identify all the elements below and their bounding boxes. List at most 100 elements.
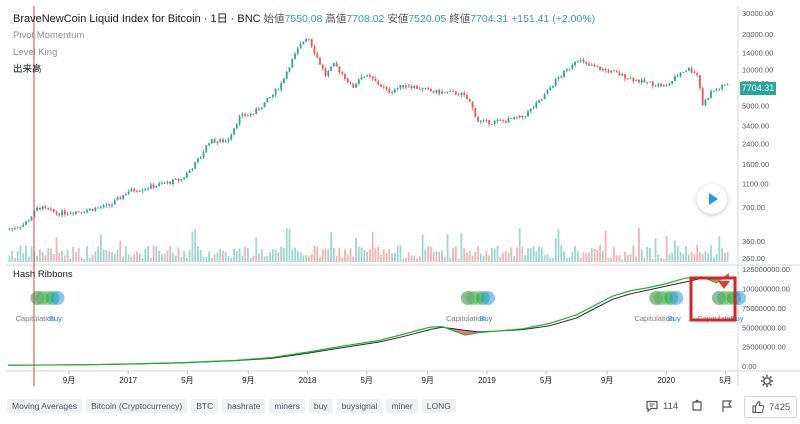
volume-bar	[532, 246, 535, 262]
volume-bar	[363, 250, 366, 262]
price-candle	[399, 84, 402, 89]
volume-bar	[113, 253, 116, 262]
tag-long[interactable]: LONG	[421, 399, 456, 413]
price-candle	[299, 43, 302, 49]
volume-bar	[563, 251, 565, 262]
comments-button[interactable]: 114	[645, 396, 678, 416]
tag-buysignal[interactable]: buysignal	[336, 399, 383, 413]
price-candle	[172, 179, 174, 184]
price-candle	[338, 66, 341, 73]
price-candle	[582, 60, 585, 62]
indicator-pivot-momentum[interactable]: Pivot Momentum	[13, 30, 85, 41]
price-tick-label: 30000.00	[742, 9, 773, 18]
volume-bar	[557, 229, 560, 262]
volume-bar	[479, 253, 482, 262]
volume-bar	[158, 250, 161, 262]
volume-bar	[504, 250, 507, 262]
volume-bar	[493, 248, 496, 262]
time-tick-label: 2019	[478, 376, 496, 385]
flag-icon	[722, 400, 733, 412]
indicator-volume[interactable]: 出来高	[13, 64, 42, 75]
like-button[interactable]: 7425	[744, 396, 798, 418]
chart-area[interactable]: 30000.0020000.0014000.0010000.007700.005…	[0, 0, 800, 390]
volume-bar	[332, 247, 335, 262]
volume-bar	[421, 234, 424, 262]
volume-bar	[443, 257, 446, 262]
volume-bar	[291, 249, 294, 262]
tag-miner[interactable]: miner	[386, 399, 418, 413]
price-candle	[130, 188, 133, 192]
price-candle	[335, 63, 338, 67]
volume-bar	[50, 248, 52, 262]
volume-bar	[266, 255, 269, 262]
volume-bar	[47, 248, 50, 262]
tag-bitcoin[interactable]: Bitcoin (Cryptocurrency)	[86, 399, 188, 413]
price-candle	[513, 116, 516, 120]
volume-bar	[710, 245, 712, 262]
flag-button[interactable]	[720, 396, 734, 416]
volume-bar	[111, 251, 113, 262]
price-candle	[8, 229, 11, 231]
price-candle	[360, 76, 363, 80]
price-candle	[14, 228, 16, 230]
volume-bar	[136, 251, 138, 262]
volume-bar	[269, 252, 271, 262]
price-candle	[341, 72, 344, 74]
volume-bar	[482, 255, 485, 262]
volume-bar	[590, 247, 593, 262]
volume-bar	[435, 251, 438, 262]
volume-bar	[357, 246, 360, 262]
volume-bar	[97, 246, 100, 262]
price-candle	[427, 87, 430, 89]
volume-bar	[307, 256, 310, 262]
volume-bar	[407, 252, 410, 262]
price-candle	[632, 77, 635, 82]
price-candle	[116, 197, 119, 201]
price-candle	[194, 161, 197, 169]
signal-dot	[480, 291, 495, 305]
price-candle	[435, 89, 438, 93]
volume-bar	[316, 246, 319, 262]
price-candle	[560, 76, 563, 78]
price-candle	[349, 82, 352, 84]
tag-moving-averages[interactable]: Moving Averages	[7, 399, 83, 413]
ribbon-tick-label: 25000000.00	[742, 343, 786, 352]
volume-bar	[205, 257, 208, 262]
tag-hashrate[interactable]: hashrate	[222, 399, 266, 413]
price-candle	[493, 120, 496, 124]
price-candle	[191, 168, 194, 171]
signal-dot	[669, 291, 684, 305]
hash-ribbons-title[interactable]: Hash Ribbons	[13, 269, 73, 280]
volume-bar	[571, 252, 574, 262]
volume-bar	[294, 247, 296, 262]
tag-buy[interactable]: buy	[308, 399, 333, 413]
volume-bar	[410, 255, 413, 262]
price-candle	[532, 107, 535, 109]
volume-bar	[693, 254, 696, 262]
price-candle	[380, 84, 382, 87]
price-candle	[396, 88, 399, 90]
price-candle	[488, 120, 491, 125]
tag-miners[interactable]: miners	[269, 399, 305, 413]
price-candle	[91, 208, 94, 211]
price-candle	[50, 209, 52, 210]
symbol-title[interactable]: BraveNewCoin Liquid Index for Bitcoin · …	[13, 13, 261, 25]
price-candle	[233, 128, 235, 135]
volume-bar	[382, 249, 385, 262]
tag-btc[interactable]: BTC	[191, 399, 219, 413]
volume-bar	[321, 249, 324, 262]
play-button[interactable]	[697, 184, 727, 214]
price-candle	[88, 208, 91, 211]
price-candle	[124, 194, 127, 196]
price-candle	[535, 102, 538, 108]
volume-bar	[14, 257, 16, 262]
price-candle	[651, 81, 654, 86]
indicator-level-king[interactable]: Level King	[13, 47, 58, 58]
volume-bar	[651, 258, 654, 262]
volume-bar	[388, 249, 391, 262]
open-label: 始値	[263, 13, 285, 25]
gear-icon[interactable]	[760, 374, 774, 388]
chart-svg[interactable]: 30000.0020000.0014000.0010000.007700.005…	[0, 0, 800, 390]
share-button[interactable]	[690, 396, 704, 416]
price-tick-label: 3400.00	[742, 121, 769, 130]
